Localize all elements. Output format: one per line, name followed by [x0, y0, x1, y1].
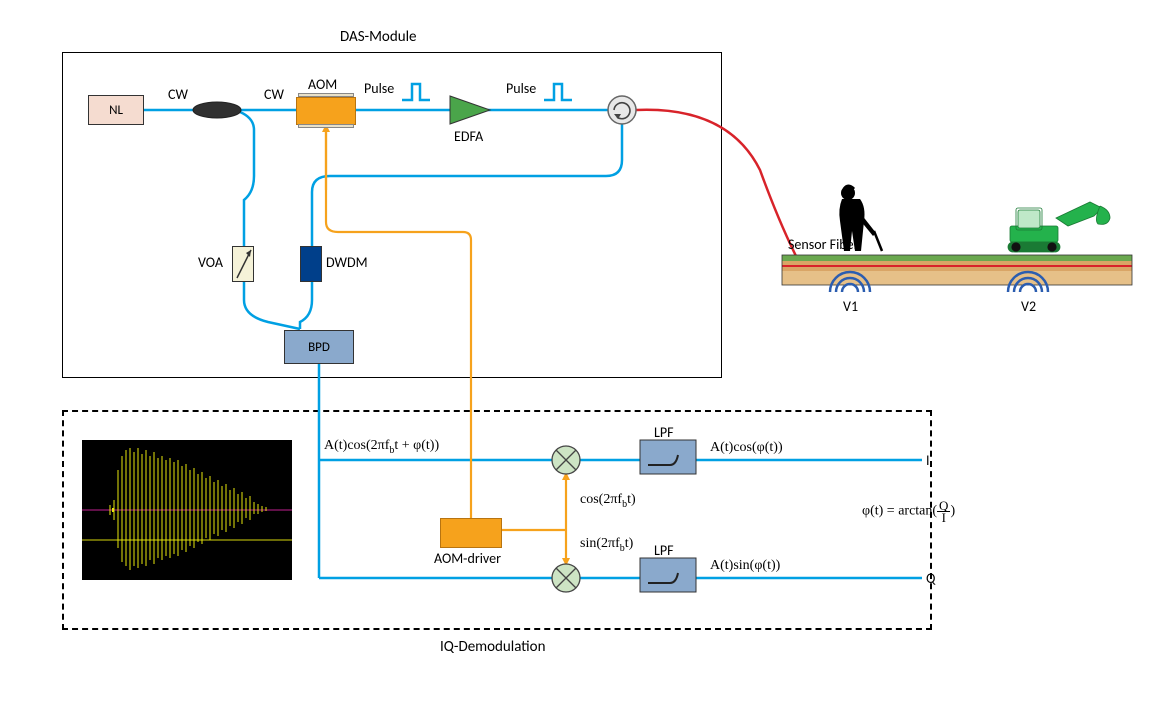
sensor-fiber-label: Sensor Fiber: [788, 236, 859, 253]
eq-cos-lo: cos(2πfbt): [580, 492, 636, 510]
v2-label: V2: [1021, 298, 1036, 315]
pulse-label-1: Pulse: [364, 80, 394, 97]
cw-label-1: CW: [168, 86, 188, 103]
edfa-label: EDFA: [454, 128, 483, 145]
aom-driver-block: [440, 518, 502, 548]
lpf2-label: LPF: [654, 542, 674, 559]
aom-block: [296, 97, 356, 125]
aom-top-bar: [298, 93, 354, 97]
nl-label: NL: [109, 103, 123, 118]
voa-label: VOA: [198, 254, 223, 271]
aom-label: AOM: [308, 76, 337, 93]
aom-driver-label: AOM-driver: [434, 550, 501, 567]
voa-block: [232, 246, 254, 282]
eq-input: A(t)cos(2πfbt + φ(t)): [324, 438, 439, 456]
voa-icon: [233, 246, 253, 282]
cw-label-2: CW: [264, 86, 284, 103]
diagram-canvas: DAS-Module IQ-Demodulation: [0, 0, 1164, 701]
eq-q-out: A(t)sin(φ(t)): [710, 558, 780, 574]
wires-svg: [0, 0, 1164, 701]
dwdm-label: DWDM: [326, 254, 368, 271]
aom-bot-bar: [298, 124, 354, 128]
pulse-label-2: Pulse: [506, 80, 536, 97]
eq-sin-lo: sin(2πfbt): [580, 536, 633, 554]
bpd-label: BPD: [308, 340, 330, 355]
dwdm-block: [300, 246, 322, 282]
i-label: I: [926, 452, 930, 469]
eq-phi: φ(t) = arctan(QI): [862, 500, 955, 523]
eq-i-out: A(t)cos(φ(t)): [710, 440, 783, 456]
nl-block: NL: [88, 95, 144, 125]
q-label: Q: [926, 570, 935, 587]
lpf1-label: LPF: [654, 424, 674, 441]
v1-label: V1: [843, 298, 858, 315]
bpd-block: BPD: [284, 330, 354, 364]
